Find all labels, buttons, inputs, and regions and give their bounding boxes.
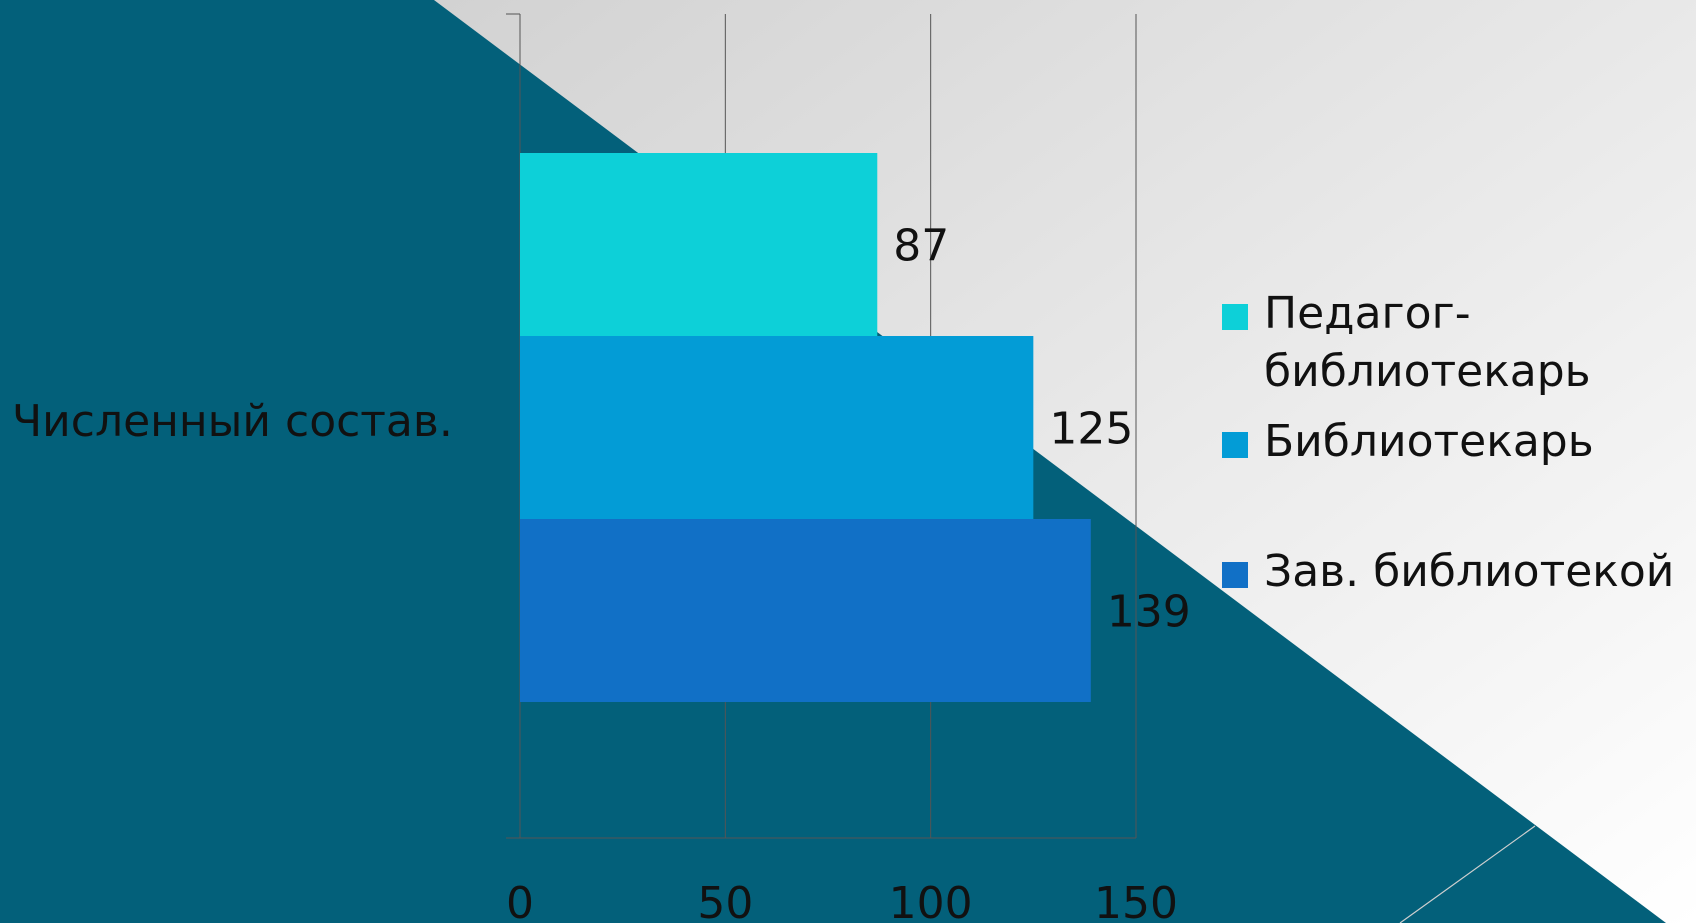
legend-label-pedagog: Педагог-библиотекарь <box>1264 288 1591 397</box>
legend-label-head: Зав. библиотекой <box>1264 546 1675 597</box>
legend-item-head: Зав. библиотекой <box>1222 543 1692 601</box>
data-label-2: 139 <box>1107 587 1191 638</box>
legend-swatch-pedagog <box>1222 304 1248 330</box>
decorative-line <box>1399 825 1536 923</box>
x-tick-label-0: 0 <box>506 878 534 923</box>
data-label-0: 87 <box>893 221 949 272</box>
category-label: Численный состав. <box>12 396 453 447</box>
legend-label-librarian: Библиотекарь <box>1264 416 1594 467</box>
legend-item-pedagog: Педагог-библиотекарь <box>1222 285 1692 401</box>
legend-swatch-librarian <box>1222 432 1248 458</box>
legend: Педагог-библиотекарь Библиотекарь Зав. б… <box>1222 285 1692 601</box>
legend-swatch-head <box>1222 562 1248 588</box>
bar-1 <box>520 336 1034 519</box>
x-tick-label-2: 100 <box>889 878 973 923</box>
data-label-1: 125 <box>1049 404 1133 455</box>
bar-2 <box>520 519 1091 702</box>
legend-item-librarian: Библиотекарь <box>1222 413 1692 471</box>
x-tick-label-3: 150 <box>1094 878 1178 923</box>
bar-0 <box>520 153 878 336</box>
x-tick-label-1: 50 <box>697 878 753 923</box>
